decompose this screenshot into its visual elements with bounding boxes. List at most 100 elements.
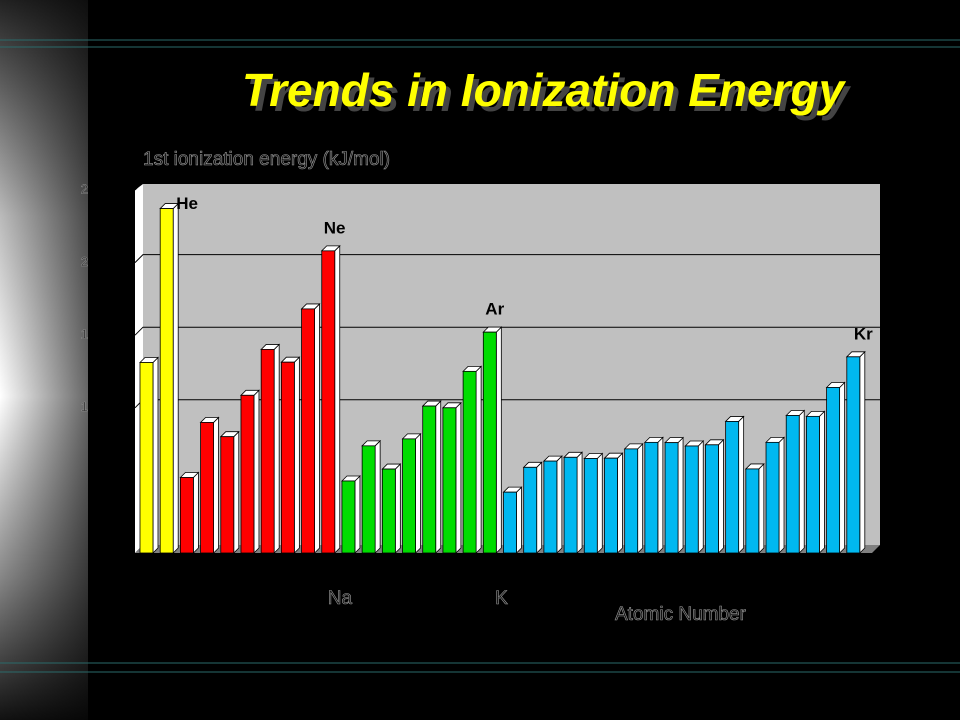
bar-side — [718, 438, 724, 554]
bar-side — [778, 436, 785, 554]
bar-front — [381, 468, 396, 554]
bar-front — [705, 444, 719, 554]
bar — [482, 326, 503, 554]
bar — [643, 436, 664, 554]
bar-front — [503, 491, 517, 554]
bar — [765, 436, 785, 554]
bar-side — [394, 463, 401, 554]
bar-side — [334, 244, 341, 554]
bar-front — [604, 457, 618, 554]
bar — [179, 471, 200, 554]
bar-side — [495, 326, 502, 554]
bar-front — [442, 407, 457, 554]
grid-line — [134, 326, 880, 336]
bar-front — [280, 361, 295, 554]
bar-front — [725, 421, 740, 554]
bar-front — [179, 477, 194, 554]
bar-side — [758, 462, 765, 554]
bar-label: Ne — [324, 218, 346, 237]
bar-side — [556, 455, 563, 554]
bar-side — [839, 381, 846, 554]
x-tick-label: K — [495, 588, 508, 609]
bar-side — [576, 451, 583, 554]
bar — [401, 432, 422, 554]
bar-front — [765, 441, 780, 554]
bar — [441, 401, 462, 554]
chart-title: Trends in Ionization Energy — [242, 64, 847, 116]
bar — [664, 436, 685, 554]
bar-front — [341, 480, 356, 554]
bar — [219, 430, 240, 554]
bar — [300, 302, 321, 554]
bar — [785, 409, 806, 554]
bar — [704, 438, 725, 554]
bar-side — [374, 439, 381, 554]
bar — [421, 400, 442, 554]
bar-side — [798, 409, 805, 554]
bar-side — [516, 486, 522, 554]
x-tick-label: Na — [328, 588, 353, 609]
bar-side — [314, 302, 320, 554]
bar-side — [213, 416, 219, 554]
bar-side — [233, 430, 240, 554]
bar-side — [253, 389, 260, 554]
bar-front — [806, 415, 820, 554]
bar-front — [159, 208, 174, 554]
bar-front — [422, 405, 437, 554]
bar-front — [664, 442, 679, 554]
bar — [240, 389, 260, 554]
bar — [542, 455, 563, 554]
y-tick-label: 2 — [81, 254, 88, 269]
bar — [623, 442, 644, 554]
bar — [462, 365, 483, 554]
bar-front — [139, 362, 154, 554]
bar-front — [240, 394, 255, 554]
bar-front — [684, 445, 699, 554]
grid-line — [134, 181, 880, 191]
bar-side — [273, 343, 280, 554]
bar-front — [402, 438, 416, 554]
bar — [340, 475, 361, 554]
bar-side — [455, 401, 462, 554]
bar-front — [482, 331, 497, 554]
title-shadow: Trends in Ionization Energy — [247, 69, 852, 121]
bar — [563, 451, 584, 554]
side-strip-shade — [0, 0, 88, 720]
bar-side — [152, 356, 159, 554]
bar — [522, 461, 543, 554]
bar-front — [462, 370, 477, 554]
bar — [361, 439, 382, 554]
bar — [320, 244, 341, 554]
bar-label: Kr — [854, 324, 873, 343]
bar — [502, 486, 523, 554]
y-tick-label: 2 — [81, 181, 88, 196]
bar-side — [354, 475, 361, 554]
bar-front — [745, 468, 760, 554]
y-axis-label: 1st ionization energy (kJ/mol) — [143, 149, 390, 170]
bar-side — [536, 461, 543, 554]
bar-side — [475, 365, 482, 554]
bar-side — [192, 471, 199, 554]
bar-front — [523, 466, 538, 554]
bar-side — [596, 452, 603, 554]
bar-side — [859, 350, 866, 554]
bar — [139, 356, 159, 554]
bar-front — [644, 441, 659, 554]
bar — [724, 415, 745, 554]
bar — [199, 416, 220, 554]
grid-line — [134, 254, 880, 263]
bar-front — [200, 422, 214, 554]
bar-side — [738, 415, 745, 554]
bar-front — [846, 356, 861, 554]
x-axis-label: Atomic Number — [615, 604, 747, 625]
bar-side — [617, 452, 623, 554]
bar — [825, 381, 846, 554]
bar-side — [293, 356, 300, 554]
bar — [845, 350, 866, 554]
bar — [381, 463, 402, 554]
bar-side — [637, 442, 644, 554]
bar — [684, 440, 705, 554]
bar-label: Ar — [485, 300, 504, 319]
bar-front — [785, 415, 800, 554]
